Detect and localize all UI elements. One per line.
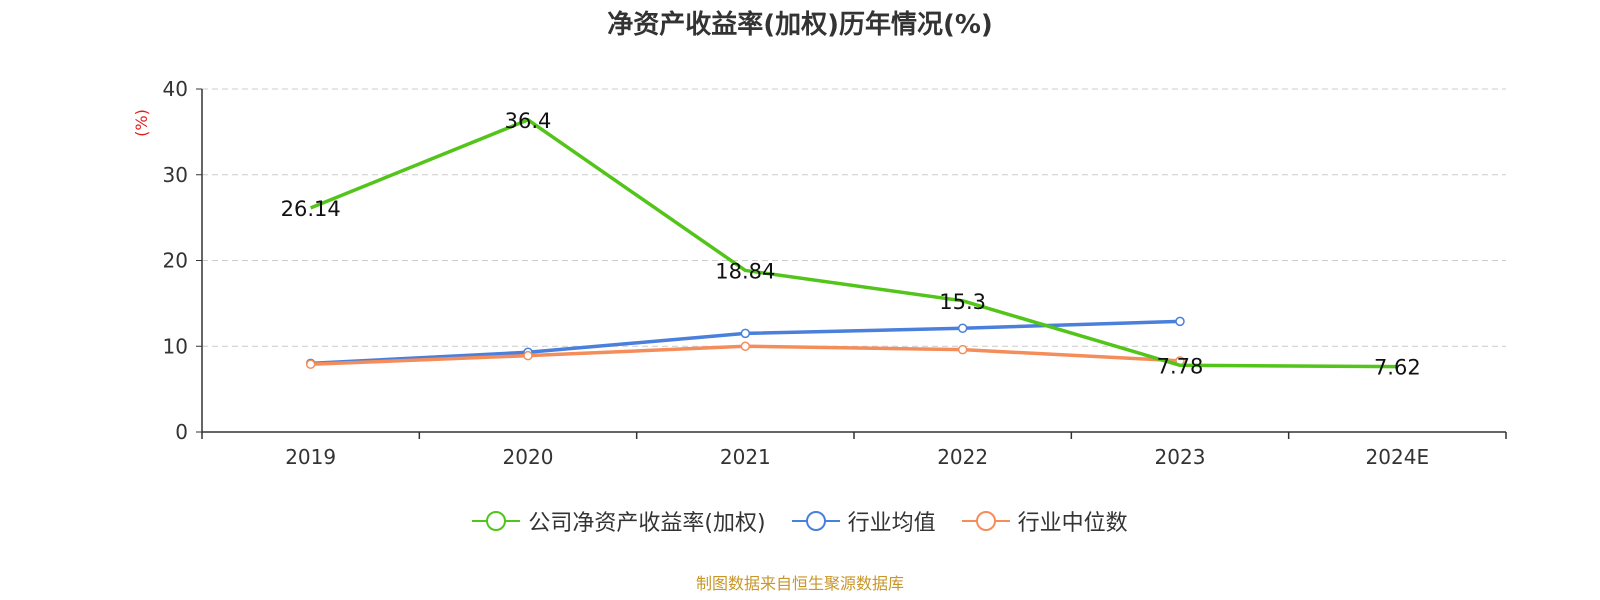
gridlines <box>202 88 1506 347</box>
chart-title: 净资产收益率(加权)历年情况(%) <box>607 10 993 40</box>
data-point <box>740 341 751 351</box>
y-tick-label: 20 <box>163 249 188 273</box>
legend-label: 行业中位数 <box>1017 511 1128 536</box>
data-label: 18.84 <box>715 259 775 283</box>
data-label: 36.4 <box>505 109 552 133</box>
data-label: 26.14 <box>281 197 341 221</box>
legend-label: 公司净资产收益率(加权) <box>528 511 766 536</box>
data-label: 7.62 <box>1374 356 1421 380</box>
series <box>305 118 1398 370</box>
legend-marker-icon <box>472 511 521 531</box>
x-tick-label: 2022 <box>937 445 988 469</box>
x-tick-label: 2021 <box>720 445 771 469</box>
source-note: 制图数据来自恒生聚源数据库 <box>695 574 904 593</box>
legend-circle <box>975 511 996 531</box>
data-point <box>957 344 968 355</box>
legend-item[interactable]: 行业均值 <box>791 505 936 537</box>
y-tick-label: 40 <box>163 77 188 101</box>
data-label: 7.78 <box>1157 354 1204 378</box>
data-point <box>740 328 751 339</box>
y-tick-label: 10 <box>163 334 188 358</box>
x-tick-label: 2019 <box>285 445 336 469</box>
axes: 0 10 20 30 40 2019 2020 2021 2022 2023 2024E <box>163 77 1507 469</box>
y-tick-label: 0 <box>175 420 188 444</box>
data-point <box>1175 316 1185 327</box>
data-label: 15.3 <box>939 290 986 314</box>
legend-item[interactable]: 行业中位数 <box>961 505 1128 537</box>
legend-marker-icon <box>791 511 840 531</box>
x-tick-label: 2020 <box>503 445 554 469</box>
legend-marker-icon <box>961 511 1010 531</box>
legend-circle <box>805 511 826 531</box>
data-point <box>523 350 533 361</box>
y-axis-unit-label: (%) <box>132 109 151 137</box>
legend-circle <box>486 511 507 531</box>
data-labels: 26.14 36.4 18.84 15.3 7.78 7.62 <box>281 109 1421 380</box>
data-point <box>305 359 316 370</box>
series-line <box>310 118 1398 369</box>
x-tick-label: 2023 <box>1155 445 1206 469</box>
x-tick-label: 2024E <box>1366 445 1430 469</box>
y-tick-label: 30 <box>163 163 188 187</box>
legend-item[interactable]: 公司净资产收益率(加权) <box>472 505 766 537</box>
data-point <box>957 323 968 333</box>
legend: 公司净资产收益率(加权) 行业均值 行业中位数 <box>0 505 1600 537</box>
legend-label: 行业均值 <box>847 511 936 536</box>
